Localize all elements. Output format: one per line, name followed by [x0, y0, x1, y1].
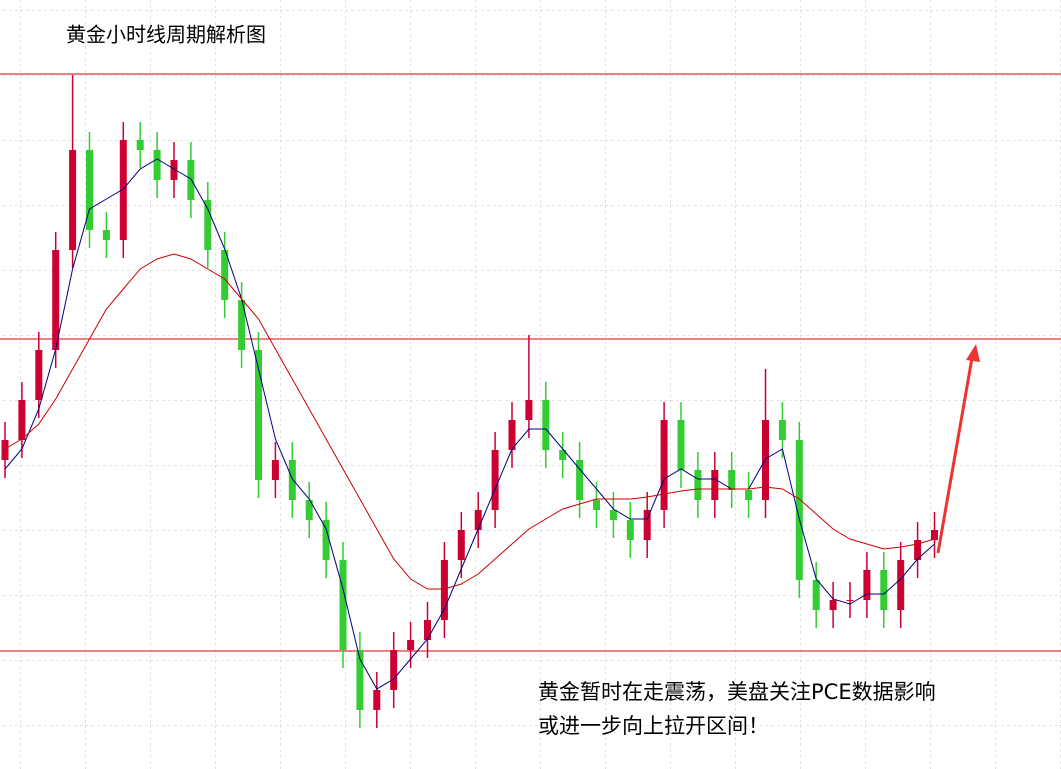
candle-body — [339, 560, 347, 650]
candle-body — [829, 600, 837, 610]
candle-body — [593, 500, 600, 510]
candle-body — [491, 450, 499, 510]
candle-body — [35, 350, 43, 400]
arrow — [936, 357, 974, 554]
arrow-head — [966, 344, 980, 362]
candle-body — [288, 460, 296, 500]
candle-body — [812, 580, 820, 610]
candle-body — [69, 150, 77, 250]
candle-body — [559, 450, 567, 460]
candle-body — [170, 160, 178, 180]
candle-body — [711, 470, 719, 500]
candle-body — [778, 420, 786, 440]
candle-body — [1, 440, 9, 460]
candle-body — [846, 600, 854, 601]
candle-body — [931, 530, 938, 540]
chart-title: 黄金小时线周期解析图 — [66, 23, 266, 47]
candle-body — [728, 470, 736, 490]
candle-body — [880, 570, 888, 610]
candle-body — [576, 460, 584, 500]
candle-body — [745, 490, 753, 500]
candle-body — [356, 650, 364, 710]
candle-body — [221, 250, 229, 300]
candle-body — [694, 470, 702, 500]
moving-average — [4, 253, 935, 590]
candle-body — [440, 560, 448, 620]
candle-body — [609, 510, 617, 520]
candle-body — [102, 230, 110, 240]
candle-body — [542, 400, 550, 450]
candle-body — [525, 400, 533, 420]
candle-body — [322, 520, 330, 560]
moving-average — [4, 158, 935, 690]
candle-body — [474, 510, 482, 530]
candle-body — [897, 560, 905, 610]
candle-body — [643, 510, 651, 540]
candle-body — [914, 540, 922, 560]
annotation: 黄金暂时在走震荡，美盘关注PCE数据影响 — [538, 680, 936, 704]
candle-body — [863, 570, 871, 600]
candle-body — [305, 500, 313, 520]
candle-body — [153, 150, 161, 180]
candle-body — [86, 150, 93, 230]
candle-body — [136, 140, 144, 150]
candle-body — [204, 200, 212, 250]
plot — [0, 73, 1061, 728]
candle-body — [677, 420, 685, 470]
candle-body — [508, 420, 516, 450]
candle-body — [255, 350, 262, 480]
candle-body — [424, 620, 431, 640]
candle-body — [390, 650, 398, 690]
candle-body — [457, 530, 465, 560]
annotation: 或进一步向上拉开区间！ — [538, 714, 769, 738]
candle-body — [18, 400, 26, 440]
candle-body — [119, 140, 127, 240]
candle-body — [271, 460, 279, 480]
candle-body — [407, 640, 415, 650]
candle-body — [373, 690, 381, 710]
candle-body — [795, 440, 803, 580]
candle-body — [52, 250, 60, 350]
candle-body — [626, 520, 634, 540]
candle-body — [238, 300, 246, 350]
candle-body — [660, 420, 668, 510]
